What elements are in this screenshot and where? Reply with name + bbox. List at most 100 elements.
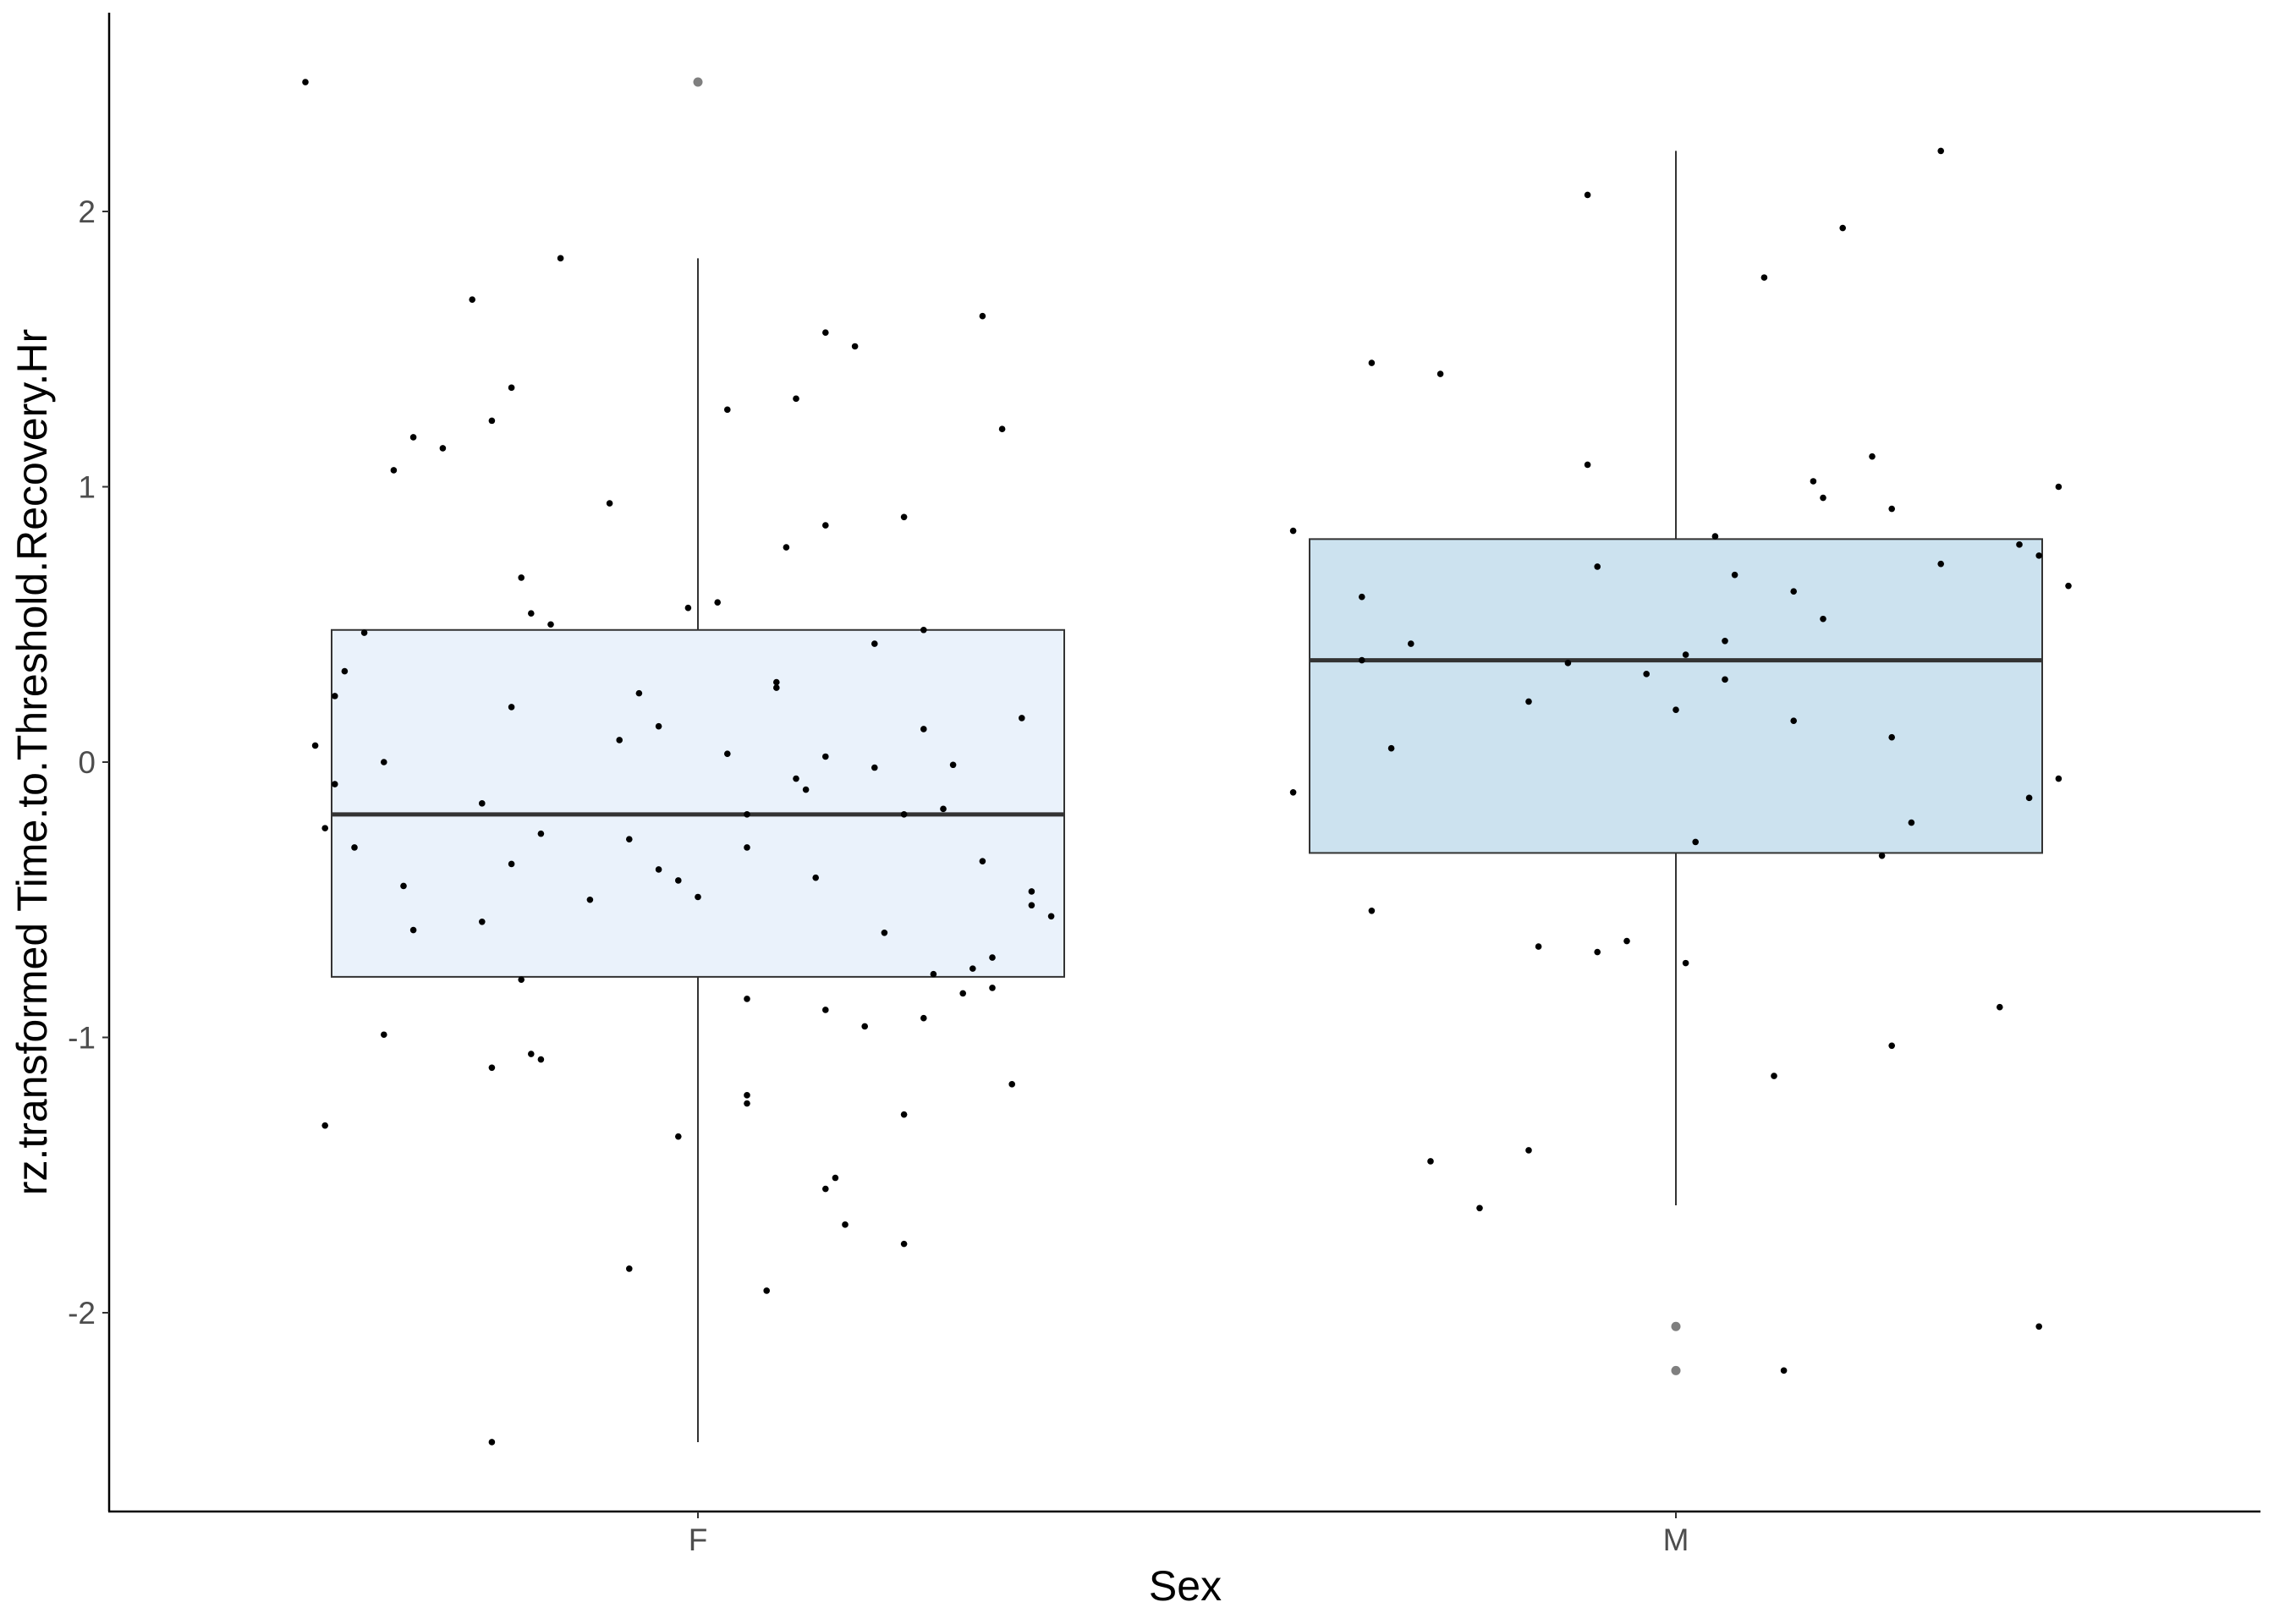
x-tick-label: M (1663, 1522, 1689, 1557)
data-point-f (547, 621, 554, 628)
data-point-f (822, 1185, 829, 1193)
data-point-f (812, 874, 819, 881)
data-point-f (802, 786, 810, 793)
data-point-f (332, 693, 338, 700)
x-axis-title: Sex (1149, 1562, 1222, 1610)
data-point-m (1820, 615, 1826, 623)
data-point-f (1047, 913, 1055, 920)
data-point-m (1878, 852, 1886, 859)
data-point-f (616, 737, 623, 743)
data-point-m (1760, 274, 1768, 281)
data-point-m (1722, 637, 1728, 645)
data-point-f (881, 930, 888, 936)
y-tick-label: -2 (68, 1296, 96, 1330)
data-point-m (1436, 370, 1444, 377)
data-point-f (537, 830, 545, 837)
data-point-m (1810, 478, 1817, 485)
data-point-m (1594, 948, 1601, 956)
data-point-m (1780, 1367, 1788, 1374)
data-point-f (341, 667, 349, 675)
data-point-m (1359, 593, 1365, 601)
data-point-m (1623, 937, 1630, 945)
y-tick-label: 1 (78, 470, 96, 505)
data-point-f (1008, 1081, 1015, 1088)
y-tick-label: -1 (68, 1021, 96, 1056)
data-point-f (655, 722, 662, 730)
data-point-f (714, 599, 721, 606)
data-point-f (488, 417, 496, 425)
data-point-f (861, 1023, 868, 1030)
data-point-m (1997, 1003, 2003, 1011)
data-point-f (949, 761, 957, 769)
boxes-layer (331, 77, 2043, 1442)
data-point-f (959, 990, 966, 997)
data-point-f (675, 877, 682, 884)
x-tick-label: F (689, 1522, 708, 1557)
data-point-m (1731, 571, 1738, 579)
data-point-m (1535, 943, 1542, 950)
data-point-f (998, 425, 1006, 432)
outlier-point-m (1671, 1321, 1681, 1331)
data-point-f (684, 604, 692, 612)
data-point-m (1682, 651, 1689, 658)
data-point-f (469, 296, 475, 303)
data-point-m (1771, 1073, 1777, 1079)
data-point-f (381, 759, 387, 765)
data-point-f (508, 704, 515, 710)
data-point-m (1525, 1147, 1532, 1154)
data-point-m (1908, 819, 1915, 826)
data-point-f (793, 395, 799, 403)
data-point-f (832, 1174, 839, 1182)
data-point-f (488, 1064, 496, 1072)
data-point-m (1584, 191, 1591, 199)
data-point-f (586, 896, 594, 903)
data-point-f (724, 750, 731, 758)
data-point-f (744, 1100, 750, 1107)
data-point-f (1028, 902, 1035, 909)
data-point-f (842, 1221, 849, 1228)
data-point-f (1019, 715, 1025, 721)
data-point-f (675, 1133, 682, 1140)
box-f (331, 628, 1065, 978)
data-point-f (321, 1122, 329, 1129)
data-point-f (989, 954, 996, 961)
data-point-m (1408, 640, 1414, 647)
data-point-f (488, 1439, 496, 1446)
data-point-f (606, 500, 613, 507)
y-axis-title: rz.transformed Time.to.Threshold.Recover… (8, 329, 56, 1195)
data-point-m (1359, 656, 1365, 664)
data-point-f (900, 811, 908, 818)
data-point-m (1584, 461, 1591, 469)
data-point-f (655, 866, 662, 873)
data-point-f (479, 918, 486, 925)
data-point-f (920, 1014, 927, 1022)
y-tick-label: 2 (78, 195, 96, 229)
data-point-f (900, 513, 908, 521)
data-point-f (518, 976, 525, 983)
data-point-f (400, 882, 407, 890)
data-point-m (1711, 533, 1719, 540)
data-point-f (360, 629, 368, 636)
data-point-f (635, 689, 643, 697)
data-point-m (1790, 717, 1797, 724)
data-point-f (351, 844, 358, 851)
data-point-f (479, 800, 486, 807)
data-point-m (1790, 588, 1797, 595)
data-point-f (381, 1031, 387, 1039)
data-point-f (508, 384, 515, 392)
outlier-point-m (1671, 1365, 1681, 1375)
data-point-f (989, 985, 996, 991)
data-point-m (2065, 582, 2072, 590)
data-point-m (1682, 959, 1689, 967)
data-point-m (1722, 676, 1728, 683)
data-point-f (940, 805, 947, 813)
data-point-f (763, 1287, 770, 1294)
data-point-f (793, 775, 799, 782)
data-point-m (2035, 552, 2042, 559)
data-point-f (822, 522, 829, 529)
data-point-f (626, 1265, 633, 1272)
data-point-f (744, 996, 750, 1002)
data-point-m (1427, 1158, 1434, 1165)
data-point-f (537, 1056, 545, 1063)
